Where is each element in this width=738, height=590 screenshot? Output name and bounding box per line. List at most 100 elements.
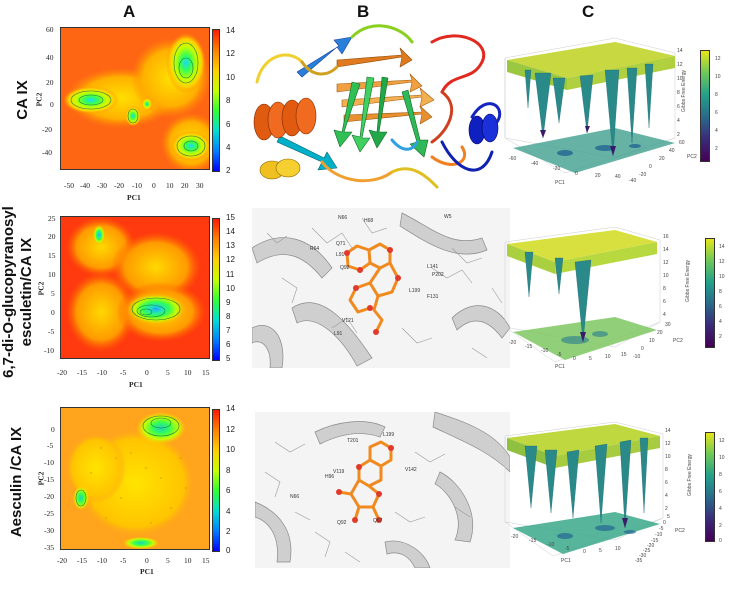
z-tick: 14 — [663, 247, 669, 253]
residue-label: F131 — [427, 294, 439, 300]
y-tick: 5 — [51, 289, 55, 298]
x-axis-label: PC1 — [561, 558, 571, 564]
y-tick: -5 — [48, 327, 55, 336]
surface-floor — [513, 512, 660, 554]
x-tick: -40 — [531, 161, 539, 167]
colorbar-tick: 6 — [715, 110, 718, 116]
y-tick: -35 — [635, 558, 643, 564]
surface-top — [507, 230, 657, 262]
ligand-binding-pose-glucopyranosyl-esculetin: N66 H68 W5 R64 Q71 L91 L141 Q92 P202 F13… — [251, 208, 511, 369]
z-tick: 12 — [663, 260, 669, 266]
fel-colorbar — [212, 218, 220, 361]
y-tick: -15 — [44, 475, 54, 484]
row-label-line: Aesculin /CA IX — [8, 426, 25, 538]
x-tick: -40 — [80, 181, 90, 190]
colorbar-tick: 5 — [226, 354, 231, 363]
residue-label: Q92 — [337, 520, 347, 526]
z-axis-label: Gibbs Free Energy — [680, 70, 687, 112]
colorbar-tick: 6 — [226, 120, 231, 129]
colorbar-tick: 8 — [719, 289, 722, 295]
residue-label: L141 — [427, 264, 439, 270]
colorbar-tick: 10 — [719, 455, 725, 461]
colorbar-tick: 4 — [715, 128, 718, 134]
colorbar-tick: 12 — [226, 49, 235, 58]
z-tick: 14 — [677, 48, 683, 54]
y-axis-label: PC2 — [36, 471, 46, 486]
y-tick: 0 — [50, 100, 54, 109]
fel-basin — [171, 131, 209, 161]
colorbar-tick: 8 — [719, 472, 722, 478]
z-tick: 10 — [677, 76, 683, 82]
x-tick: -5 — [120, 556, 127, 565]
surface-wells — [524, 63, 654, 157]
residue-label: V121 — [342, 318, 354, 324]
x-tick: -15 — [529, 538, 537, 544]
y-axis-label: PC2 — [36, 281, 46, 296]
z-tick: 6 — [665, 480, 668, 486]
z-tick: 6 — [663, 299, 666, 305]
colorbar-tick: 6 — [226, 486, 231, 495]
residue-label: Q67 — [373, 518, 383, 524]
y-tick: 0 — [641, 346, 644, 352]
z-tick: 2 — [665, 506, 668, 512]
y-tick: 40 — [669, 148, 675, 154]
fel-plot-area — [60, 216, 210, 359]
colorbar-tick: 6 — [719, 304, 722, 310]
z-tick: 2 — [677, 132, 680, 138]
surface-top — [507, 42, 675, 78]
colorbar-tick: 8 — [226, 466, 231, 475]
residue-label: L91 — [336, 252, 345, 258]
colorbar-tick: 4 — [719, 506, 722, 512]
surface-colorbar — [705, 432, 715, 542]
surface-colorbar — [705, 238, 715, 348]
colorbar-tick: 2 — [719, 523, 722, 529]
y-tick: -5 — [659, 526, 664, 532]
ligand-oxygens — [336, 445, 394, 523]
y-axis-label: PC2 — [675, 528, 685, 534]
y-tick: -20 — [44, 492, 54, 501]
colorbar-tick: 2 — [226, 527, 231, 536]
colorbar-tick: 0 — [719, 538, 722, 544]
fel-speckle — [90, 447, 187, 524]
fel-colorbar — [212, 29, 220, 172]
x-tick: 40 — [615, 174, 621, 180]
y-tick: 10 — [48, 270, 56, 279]
colorbar-tick: 14 — [226, 26, 235, 35]
colorbar-tick: 0 — [226, 546, 231, 555]
colorbar-tick: 12 — [715, 56, 721, 62]
residue-label: P202 — [432, 272, 444, 278]
x-tick: -10 — [97, 368, 107, 377]
colorbar-tick: 2 — [719, 334, 722, 340]
x-tick: -10 — [97, 556, 107, 565]
y-tick: -10 — [633, 354, 641, 360]
y-tick: -5 — [47, 441, 54, 450]
row-label-line: 6,7-di-O-glucopyranosyl — [0, 206, 17, 378]
row-label-line: esculetin/CA IX — [18, 237, 35, 347]
surface-well-bottoms — [540, 126, 616, 156]
surface-floor-pattern — [557, 525, 636, 539]
x-tick: 20 — [181, 181, 189, 190]
z-tick: 8 — [665, 467, 668, 473]
x-tick: 5 — [166, 556, 170, 565]
x-tick: -15 — [77, 556, 87, 565]
colorbar-tick: 10 — [226, 73, 235, 82]
fel-plot-area — [60, 27, 210, 170]
x-tick: 0 — [573, 356, 576, 362]
surface-well-bottom — [622, 518, 628, 528]
row-label-line: CA IX — [14, 80, 31, 120]
colorbar-tick: 12 — [719, 259, 725, 265]
colorbar-tick: 12 — [226, 425, 235, 434]
y-tick: 20 — [46, 78, 54, 87]
colorbar-tick: 8 — [715, 92, 718, 98]
residue-label: Q71 — [336, 241, 346, 247]
binding-pose-image — [254, 411, 511, 569]
surface-floor-pattern — [557, 144, 641, 156]
colorbar-tick: 2 — [226, 166, 231, 175]
column-header-b: B — [357, 2, 370, 21]
y-tick: 20 — [657, 330, 663, 336]
fel-heatmap — [61, 408, 209, 549]
y-axis-label: PC2 — [673, 338, 683, 344]
ligand-sticks — [338, 440, 393, 521]
colorbar-tick: 10 — [719, 274, 725, 280]
fel-basin — [93, 225, 105, 245]
